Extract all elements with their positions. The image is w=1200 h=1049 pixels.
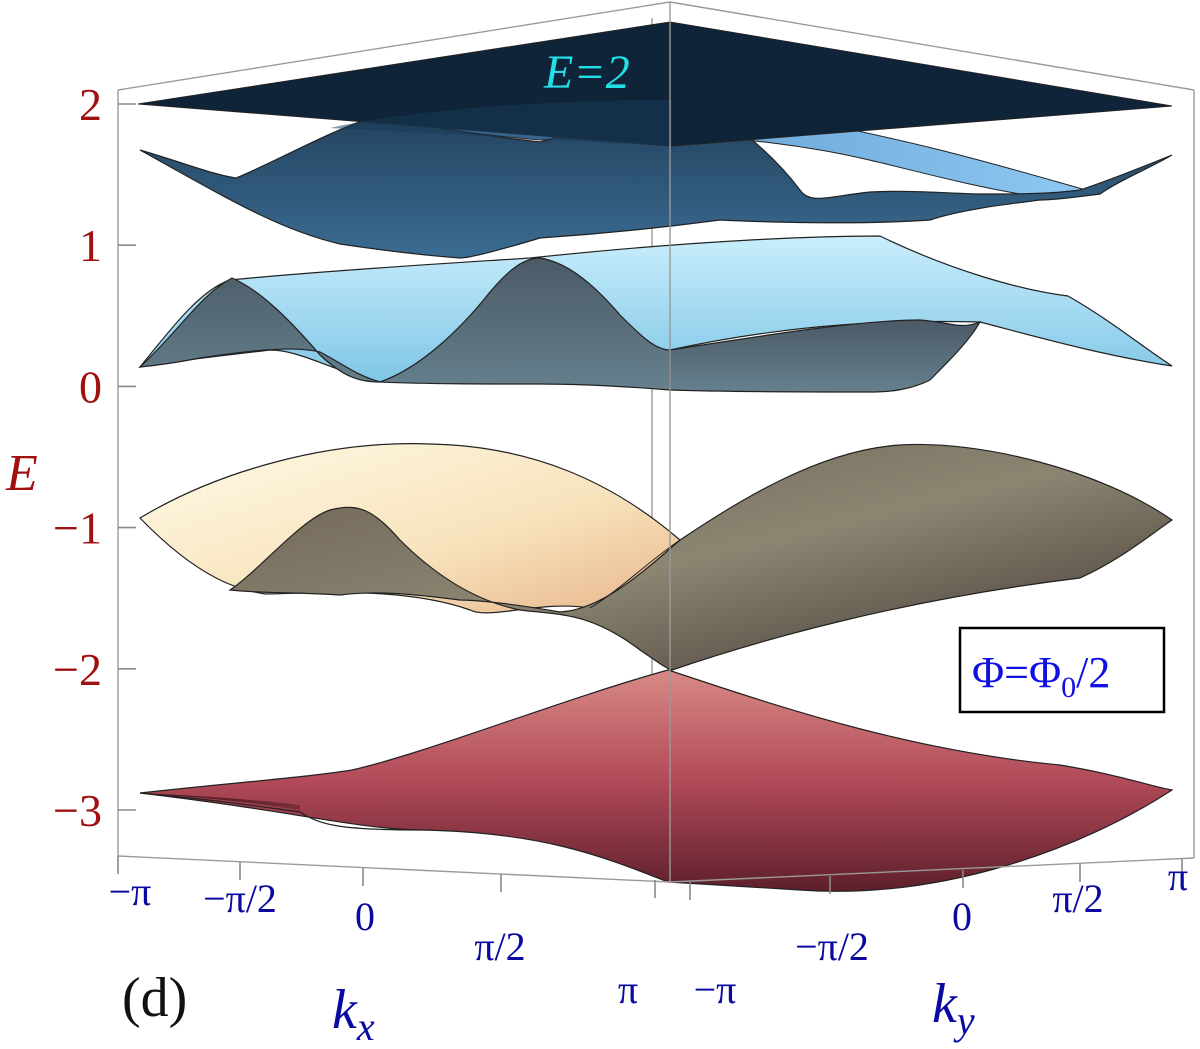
plane-energy-annotation: E=2	[543, 46, 630, 99]
e-tick-label: 2	[79, 79, 102, 130]
ky-axis-label: ky	[932, 973, 975, 1043]
ky-axis-ticks	[689, 859, 1183, 900]
kx-axis-ticks	[117, 856, 656, 898]
flat-band-plane	[137, 21, 1173, 147]
e-tick-label: −1	[53, 503, 102, 554]
kx-axis-label: kx	[332, 979, 375, 1049]
ky-tick-label: −π	[694, 967, 737, 1012]
kx-tick-label: π/2	[474, 924, 525, 969]
ky-tick-label: 0	[952, 894, 972, 939]
kx-tick-label: −π/2	[203, 876, 277, 921]
kx-tick-label: π	[618, 967, 638, 1012]
e-tick-label: −3	[53, 785, 102, 836]
flux-label: Φ=Φ0/2	[972, 648, 1110, 704]
e-tick-label: 0	[79, 361, 102, 412]
flux-legend-box: Φ=Φ0/2	[958, 626, 1166, 714]
e-tick-label: −2	[53, 644, 102, 695]
ky-tick-label: −π/2	[795, 924, 869, 969]
box-front-edges	[117, 2, 1195, 883]
ky-tick-label: π/2	[1052, 876, 1103, 921]
band-2-surface	[139, 443, 1174, 671]
band-3-surface	[138, 235, 1173, 393]
e-axis-ticks	[118, 103, 136, 811]
kx-tick-label: −π	[109, 869, 152, 914]
e-tick-labels: 2 1 0 −1 −2 −3	[53, 79, 102, 836]
band-1-surface	[139, 669, 1174, 892]
e-tick-label: 1	[79, 220, 102, 271]
e-axis-label: E	[5, 445, 38, 502]
kx-tick-label: 0	[355, 894, 375, 939]
ky-tick-label: π	[1168, 854, 1188, 899]
panel-label: (d)	[122, 967, 187, 1029]
